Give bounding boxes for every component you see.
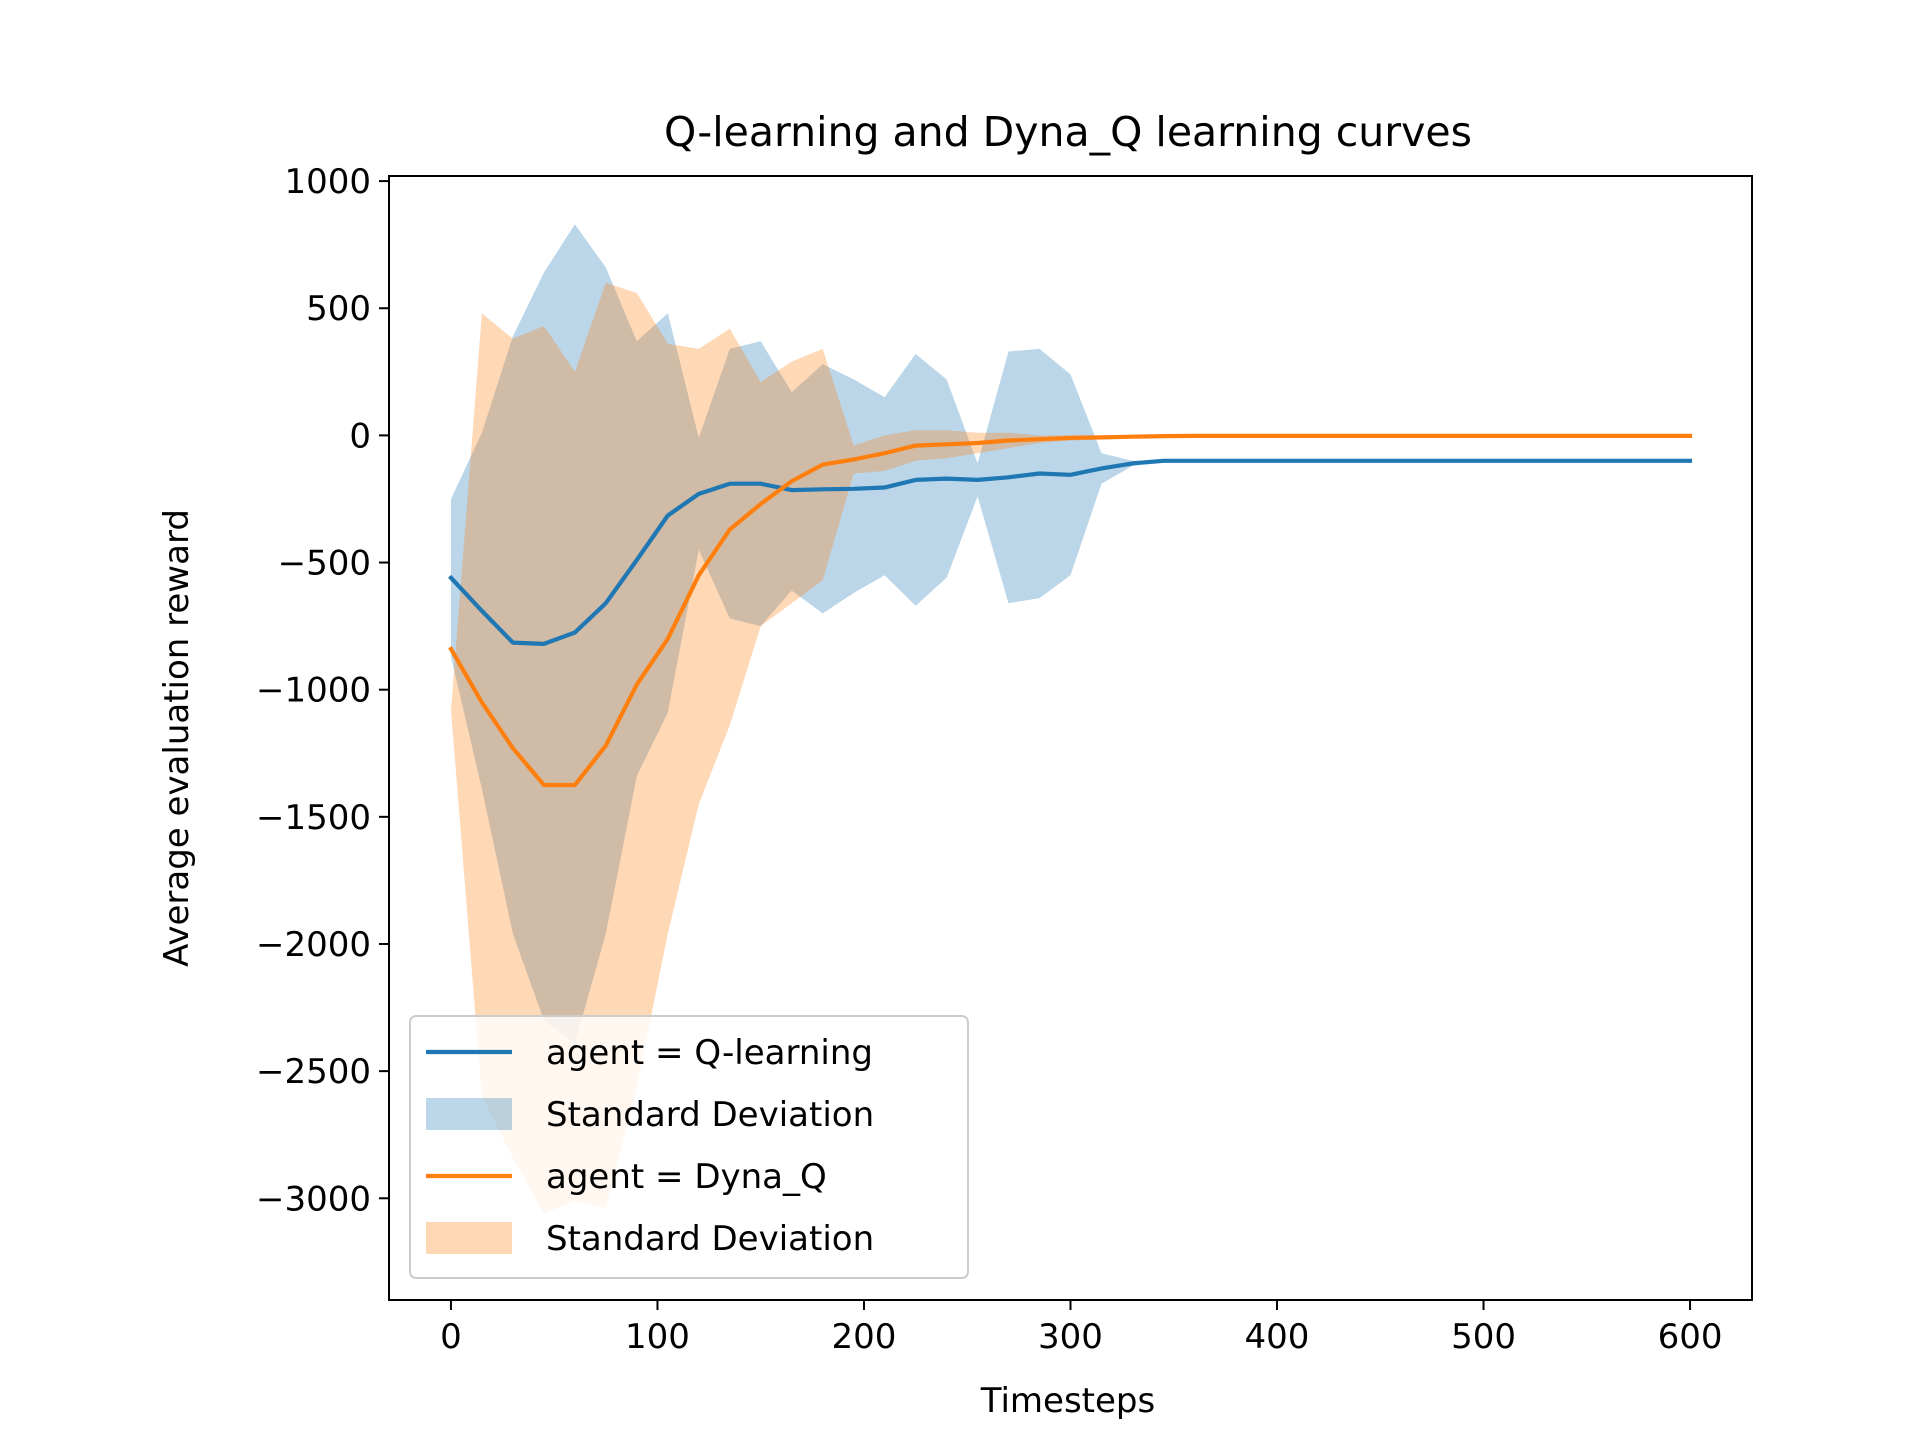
series-line-2 — [448, 433, 1693, 788]
legend-label: Standard Deviation — [546, 1095, 874, 1135]
x-tick-label: 400 — [1245, 1317, 1310, 1357]
std-band-series-2 — [451, 282, 1690, 1214]
legend-label: Standard Deviation — [546, 1219, 874, 1259]
y-tick-label: −2500 — [256, 1052, 371, 1092]
plot-area — [448, 224, 1693, 1214]
x-tick-label: 500 — [1451, 1317, 1516, 1357]
x-tick-label: 100 — [625, 1317, 690, 1357]
chart-title: Q-learning and Dyna_Q learning curves — [664, 108, 1472, 156]
series-line-1 — [448, 458, 1693, 646]
x-tick-label: 200 — [832, 1317, 897, 1357]
std-band-series-1 — [451, 224, 1690, 1044]
legend-label: agent = Q-learning — [546, 1033, 873, 1073]
legend-band-swatch — [426, 1098, 512, 1130]
y-tick-label: −1500 — [256, 798, 371, 838]
legend-band-swatch — [426, 1222, 512, 1254]
x-tick-label: 600 — [1658, 1317, 1723, 1357]
y-tick-label: −500 — [278, 544, 371, 584]
y-tick-label: 500 — [306, 289, 371, 329]
x-tick-label: 300 — [1038, 1317, 1103, 1357]
y-tick-label: −1000 — [256, 671, 371, 711]
y-tick-label: −2000 — [256, 925, 371, 965]
y-tick-label: −3000 — [256, 1179, 371, 1219]
y-axis-title: Average evaluation reward — [157, 509, 197, 967]
legend-label: agent = Dyna_Q — [546, 1157, 827, 1197]
y-tick-label: 1000 — [284, 162, 371, 202]
axes: 0 100 200 300 400 500 600 1000 500 0 −500 −1000 −150… — [256, 162, 1753, 1357]
legend: agent = Q-learning Standard Deviation agen… — [409, 1015, 969, 1279]
x-axis-title: Timesteps — [980, 1381, 1155, 1421]
x-tick-label: 0 — [440, 1317, 462, 1357]
y-tick-label: 0 — [349, 416, 371, 456]
legend-box — [409, 1015, 969, 1279]
